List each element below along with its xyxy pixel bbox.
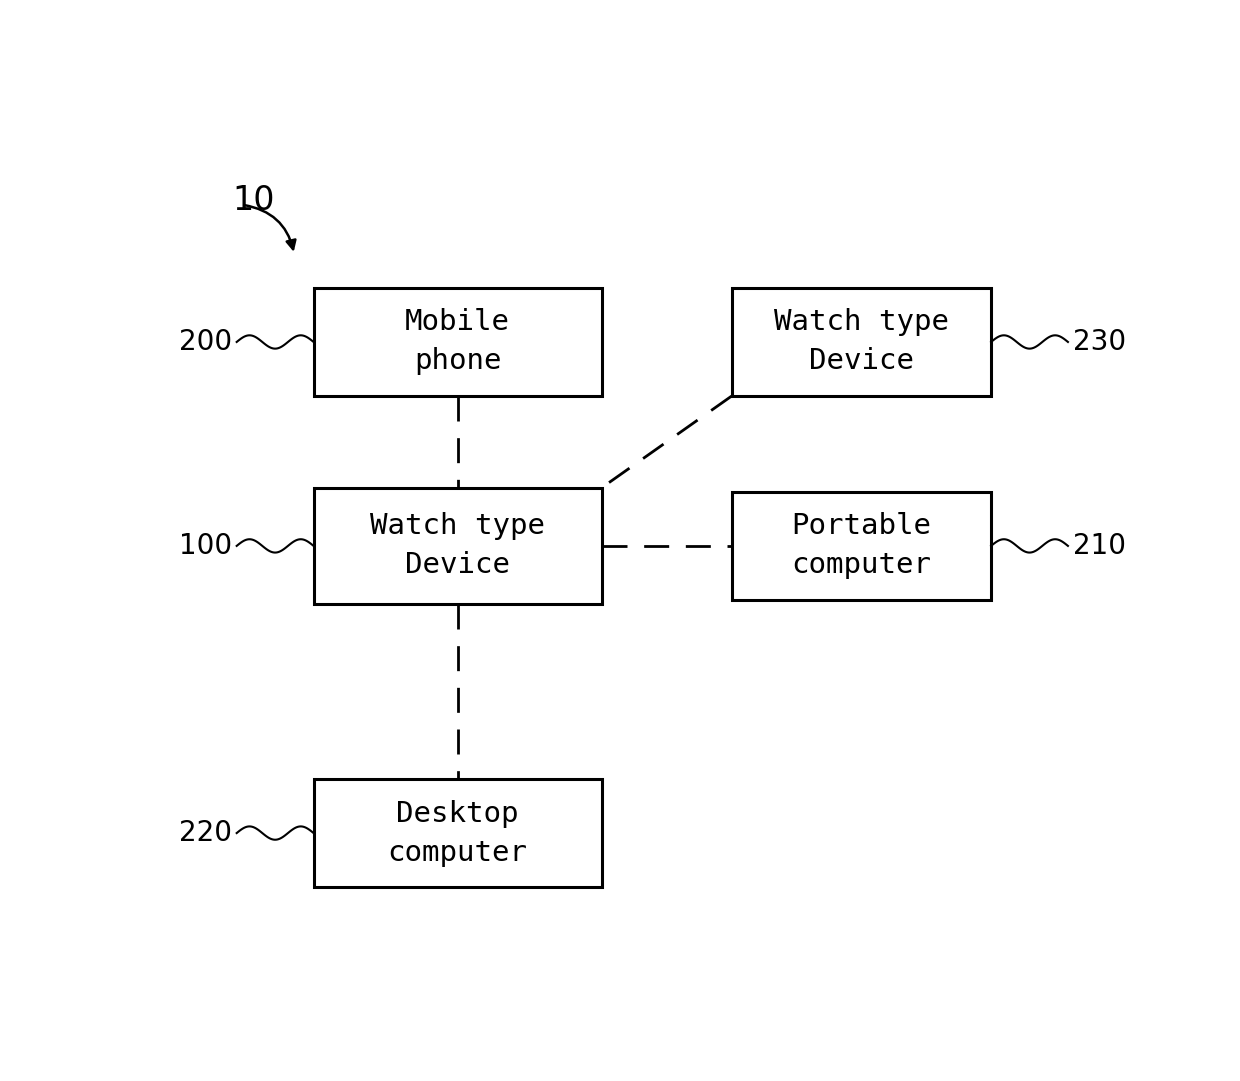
Text: Desktop
computer: Desktop computer <box>388 800 528 867</box>
Text: 200: 200 <box>179 328 232 356</box>
Text: 10: 10 <box>232 184 274 217</box>
Text: 210: 210 <box>1073 532 1126 560</box>
Bar <box>314 779 601 888</box>
Text: Portable
computer: Portable computer <box>791 512 931 579</box>
Text: Mobile
phone: Mobile phone <box>405 308 510 375</box>
Bar <box>732 492 991 600</box>
Bar <box>732 288 991 396</box>
Text: Watch type
Device: Watch type Device <box>371 512 546 579</box>
Text: Watch type
Device: Watch type Device <box>774 308 949 375</box>
Text: 220: 220 <box>179 819 232 848</box>
Bar <box>314 488 601 604</box>
Bar <box>314 288 601 396</box>
Text: 230: 230 <box>1073 328 1126 356</box>
Text: 100: 100 <box>179 532 232 560</box>
